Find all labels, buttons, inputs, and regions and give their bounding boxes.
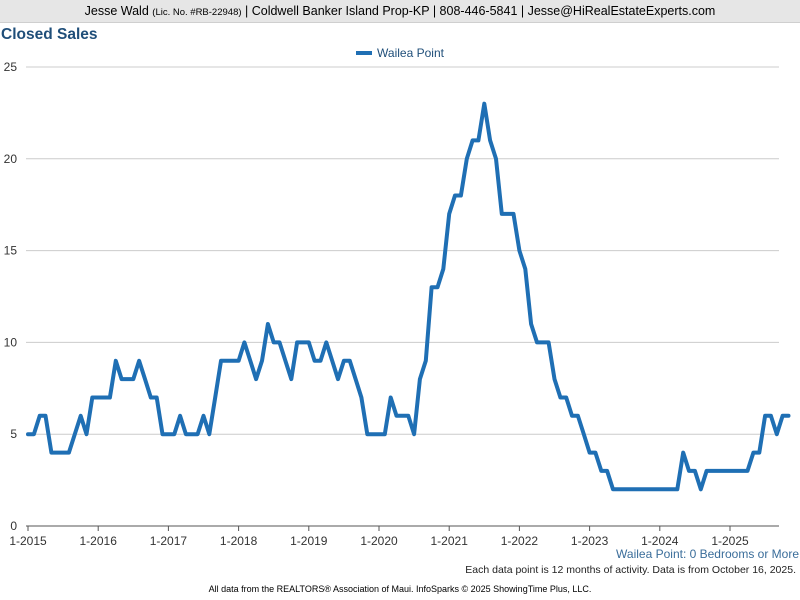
x-tick-label: 1-2017 xyxy=(150,534,188,548)
legend-label: Wailea Point xyxy=(377,46,444,60)
license-number: (Lic. No. #RB-22948) xyxy=(152,7,242,18)
x-tick-label: 1-2021 xyxy=(431,534,469,548)
x-tick-label: 1-2015 xyxy=(9,534,47,548)
y-tick-label: 15 xyxy=(4,244,18,258)
chart-subtitle: Wailea Point: 0 Bedrooms or More xyxy=(616,547,799,561)
chart-title: Closed Sales xyxy=(1,26,98,43)
x-tick-label: 1-2023 xyxy=(571,534,609,548)
legend-swatch xyxy=(356,50,373,55)
x-tick-label: 1-2018 xyxy=(220,534,258,548)
y-tick-label: 0 xyxy=(10,519,17,533)
series-line-wailea-point xyxy=(26,101,791,492)
x-tick-label: 1-2022 xyxy=(501,534,539,548)
x-tick-label: 1-2025 xyxy=(711,534,749,548)
y-tick-label: 25 xyxy=(4,60,18,74)
y-tick-label: 5 xyxy=(10,427,17,441)
x-tick-label: 1-2016 xyxy=(80,534,118,548)
x-tick-label: 1-2019 xyxy=(290,534,328,548)
agent-contact: | Coldwell Banker Island Prop-KP | 808-4… xyxy=(245,4,716,18)
y-tick-label: 20 xyxy=(4,152,18,166)
x-tick-label: 1-2020 xyxy=(360,534,398,548)
chart-legend[interactable]: Wailea Point xyxy=(0,46,800,60)
y-tick-label: 10 xyxy=(4,335,18,349)
agent-name: Jesse Wald xyxy=(84,4,149,18)
x-tick-label: 1-2024 xyxy=(641,534,679,548)
footer-credit: All data from the REALTORS® Association … xyxy=(208,584,592,594)
agent-header: Jesse Wald (Lic. No. #RB-22948) | Coldwe… xyxy=(0,0,800,23)
data-note: Each data point is 12 months of activity… xyxy=(465,564,796,576)
